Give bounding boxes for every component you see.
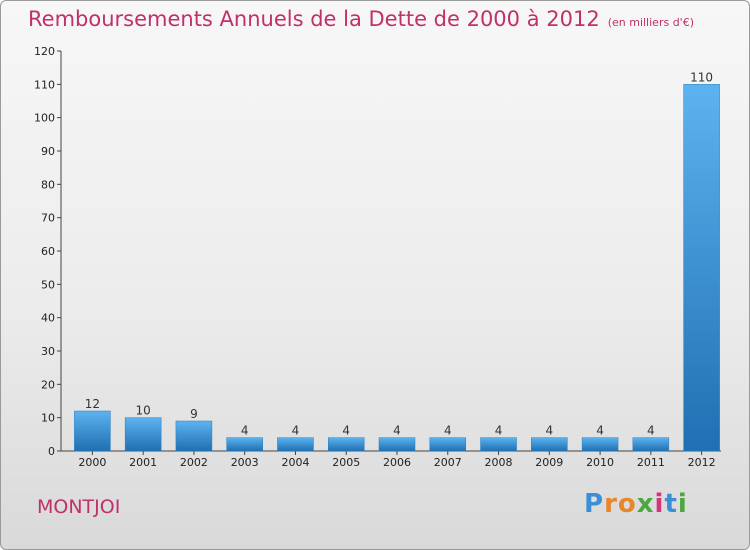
bar <box>683 84 720 452</box>
y-tick-label: 110 <box>34 78 55 91</box>
y-tick-label: 70 <box>41 212 55 225</box>
x-tick-label: 2002 <box>180 456 208 469</box>
bar <box>581 437 619 452</box>
axes: 0 10 20 30 40 50 60 70 80 90 100 110 120 2000 2001 2002… <box>34 45 721 469</box>
logo-letter: P <box>584 489 605 519</box>
logo-letter: o <box>617 489 637 519</box>
bar <box>124 417 162 452</box>
y-tick-label: 30 <box>41 345 55 358</box>
y-tick-label: 10 <box>41 412 55 425</box>
bar <box>175 420 213 452</box>
x-tick-label: 2012 <box>688 456 716 469</box>
y-tick-label: 100 <box>34 112 55 125</box>
bar <box>531 437 568 452</box>
bar <box>74 410 111 452</box>
bar-value-label: 4 <box>292 424 300 438</box>
y-tick-label: 50 <box>41 278 55 291</box>
x-tick-label: 2007 <box>434 456 462 469</box>
x-tick-label: 2004 <box>281 456 309 469</box>
y-tick-label: 90 <box>41 145 55 158</box>
x-tick-label: 2010 <box>586 456 614 469</box>
bar-value-label: 4 <box>545 424 553 438</box>
bar <box>632 437 670 452</box>
bar <box>429 437 467 452</box>
bar <box>480 437 517 452</box>
y-tick-label: 40 <box>41 312 55 325</box>
x-tick-label: 2009 <box>535 456 563 469</box>
y-tick-label: 60 <box>41 245 55 258</box>
bar-value-label: 4 <box>393 424 401 438</box>
chart-title: Remboursements Annuels de la Dette de 20… <box>28 7 694 31</box>
x-tick-label: 2011 <box>637 456 665 469</box>
commune-name: MONTJOI <box>37 496 121 518</box>
y-tick-label: 0 <box>48 445 55 458</box>
bar <box>277 437 314 452</box>
bar-value-label: 4 <box>647 424 655 438</box>
bar-value-label: 110 <box>690 70 713 84</box>
bar-value-label: 9 <box>190 407 198 421</box>
logo-letter: x <box>636 489 655 519</box>
bar-value-label: 4 <box>241 424 249 438</box>
x-tick-label: 2003 <box>231 456 259 469</box>
logo-letter: t <box>664 489 678 519</box>
bar-value-label: 4 <box>596 424 604 438</box>
unit-note: (en milliers d'€) <box>607 16 694 29</box>
x-tick-label: 2005 <box>332 456 360 469</box>
bar <box>378 437 416 452</box>
bar <box>327 437 365 452</box>
x-tick-label: 2006 <box>383 456 411 469</box>
bar <box>226 437 263 452</box>
bar-value-label: 10 <box>136 404 151 418</box>
y-tick-label: 20 <box>41 378 55 391</box>
bar-value-label: 4 <box>495 424 503 438</box>
y-tick-label: 120 <box>34 45 55 58</box>
bar-value-label: 4 <box>444 424 452 438</box>
chart-title-text: Remboursements Annuels de la Dette de 20… <box>28 7 600 31</box>
logo-letter: i <box>654 489 665 519</box>
x-tick-label: 2001 <box>129 456 157 469</box>
x-tick-label: 2000 <box>78 456 106 469</box>
x-tick-label: 2008 <box>485 456 513 469</box>
y-tick-label: 80 <box>41 178 55 191</box>
proxiti-logo: Proxiti <box>584 489 688 519</box>
bars: 12 10 9 4 4 4 4 4 4 4 4 4 110 <box>74 70 720 452</box>
logo-letter: i <box>677 489 688 519</box>
bar-value-label: 4 <box>342 424 350 438</box>
logo-letter: r <box>604 489 618 519</box>
bar-value-label: 12 <box>85 397 100 411</box>
